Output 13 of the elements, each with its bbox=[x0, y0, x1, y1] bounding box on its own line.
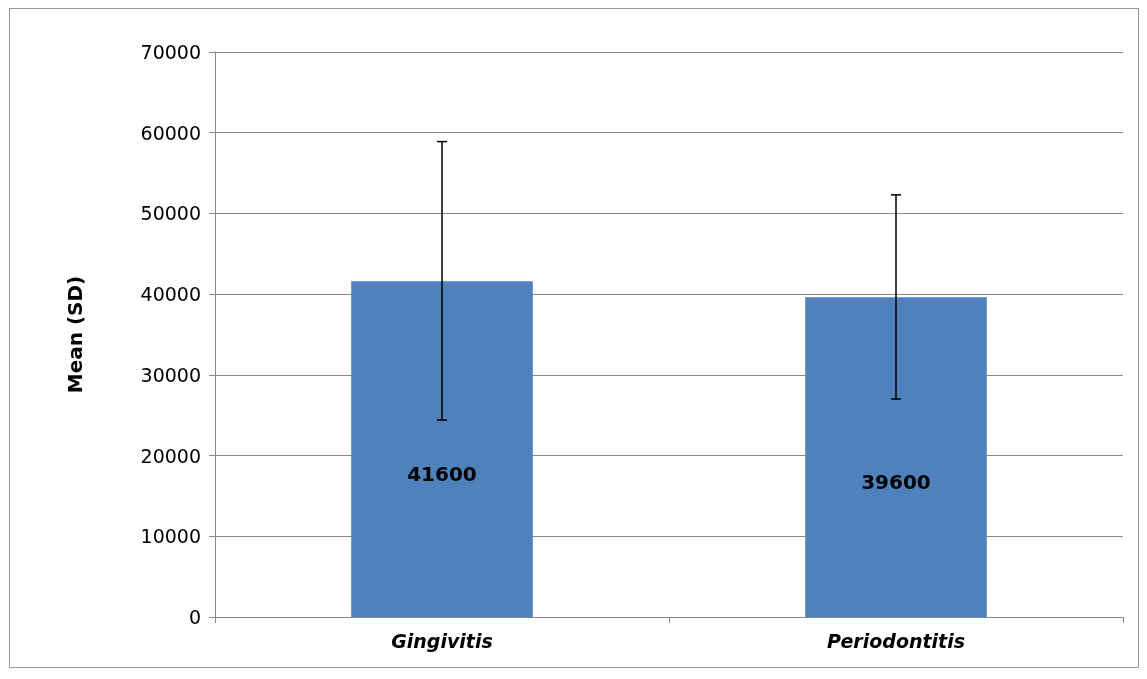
y-tick-label: 0 bbox=[188, 606, 201, 628]
y-tick-label: 70000 bbox=[140, 41, 201, 63]
x-tick-label: Gingivitis bbox=[390, 629, 493, 652]
y-tick-label: 20000 bbox=[140, 444, 201, 467]
data-label: 41600 bbox=[406, 462, 477, 487]
y-tick-label: 40000 bbox=[140, 283, 201, 306]
y-axis-title: Mean (SD) bbox=[62, 275, 87, 394]
y-tick-label: 30000 bbox=[140, 363, 201, 386]
data-label: 39600 bbox=[860, 470, 931, 495]
y-tick-label: 60000 bbox=[140, 121, 201, 144]
y-tick-label: 50000 bbox=[140, 202, 201, 225]
y-tick-label: 10000 bbox=[140, 525, 201, 548]
x-tick-label: Periodontitis bbox=[826, 629, 965, 652]
